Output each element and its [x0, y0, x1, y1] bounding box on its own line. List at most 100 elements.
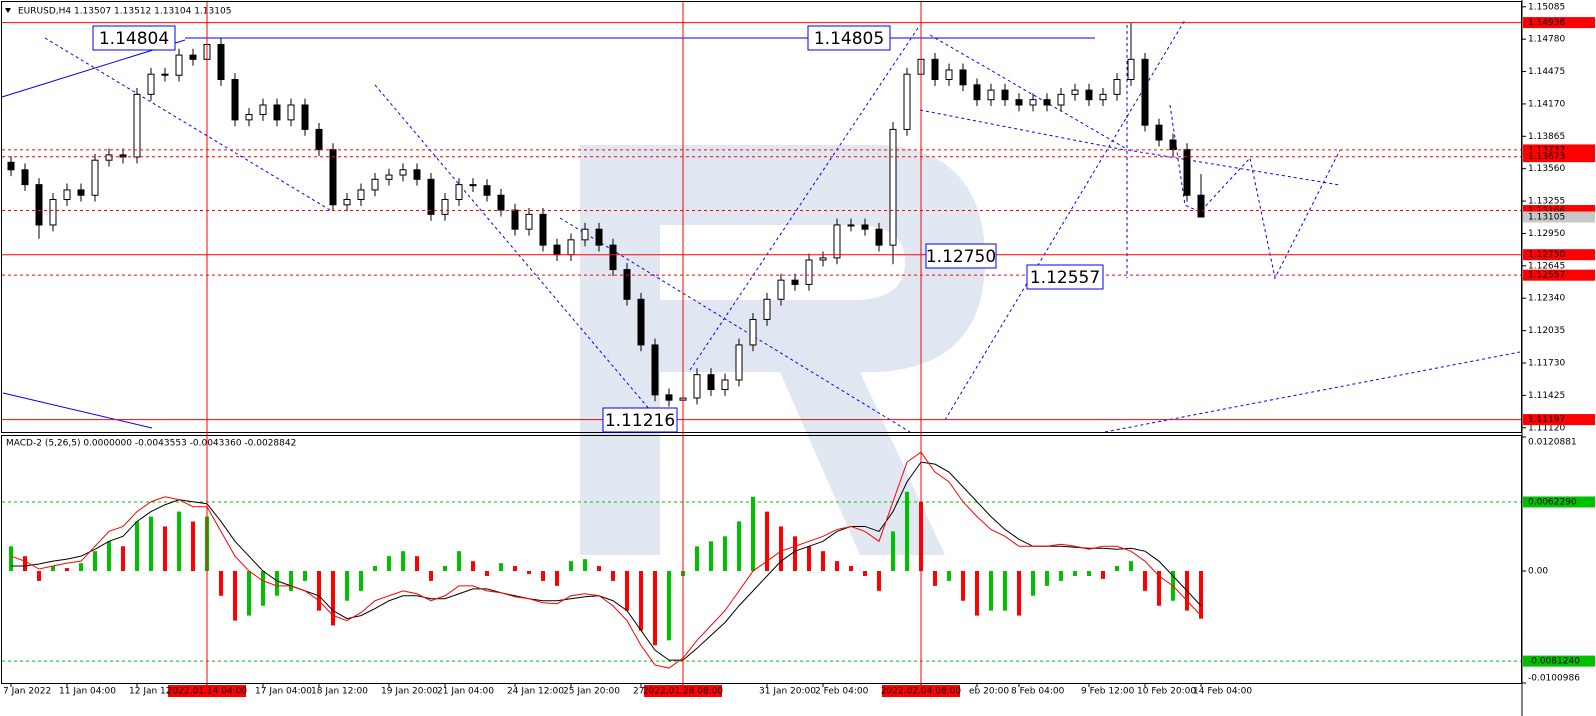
y-tick-label: 1.11730 [1528, 358, 1565, 368]
candle-body [1085, 89, 1093, 101]
candle-body [259, 104, 267, 116]
candle-body [903, 73, 911, 130]
histogram-bar [359, 571, 363, 591]
candle-body [707, 374, 715, 391]
histogram-bar [429, 571, 433, 581]
candle-body [721, 379, 729, 391]
histogram-bar [555, 571, 559, 586]
x-tick-label: 10 Feb 20:00 [1137, 687, 1196, 697]
level-tag [1523, 151, 1595, 163]
watermark-stem [580, 145, 660, 555]
x-tick-label: 21 Jan 04:00 [437, 687, 494, 697]
y-tick-label: 1.11425 [1528, 391, 1565, 401]
candle-body [497, 194, 505, 211]
histogram-bar [709, 541, 713, 572]
histogram-bar [751, 496, 755, 572]
trend-lines [1, 19, 1521, 433]
level-tag [1523, 144, 1595, 156]
histogram-bar [975, 571, 979, 616]
histogram-bar [93, 551, 97, 572]
annotation-label: 1.12750 [926, 247, 996, 267]
candle-body [567, 239, 575, 256]
histogram-bar [65, 568, 69, 572]
trend-line [2, 392, 153, 429]
x-tick-label: 2 Feb 04:00 [815, 687, 869, 697]
y-tick-label: 1.13560 [1528, 164, 1565, 174]
y-tick-label: 1.13865 [1528, 132, 1565, 142]
y-tick-label: 1.12950 [1528, 229, 1565, 239]
candle-body [63, 189, 71, 200]
annotation-label: 1.14805 [814, 29, 884, 49]
candle-body [987, 89, 995, 101]
x-tick-label: 18 Jan 12:00 [311, 687, 368, 697]
histogram-bar [961, 571, 965, 601]
candle-body [483, 185, 491, 196]
candle-body [819, 257, 827, 261]
candle-body [1113, 79, 1121, 95]
histogram-bar [345, 571, 349, 601]
candle-body [791, 279, 799, 285]
annotation-box [807, 25, 891, 51]
histogram-bar [737, 521, 741, 572]
histogram-bar [1031, 571, 1035, 596]
histogram-bar [793, 536, 797, 572]
x-tick-label: 12 Jan 12 [129, 687, 172, 697]
x-tick-label: 2022.01.14 04:00 [167, 687, 248, 697]
candle-body [581, 228, 589, 241]
level-label: 1.13737 [1528, 145, 1565, 155]
x-tick-label: 2022.02.04 08:00 [881, 687, 962, 697]
level-tag [1523, 211, 1595, 223]
candle-body [623, 269, 631, 300]
candle-body [133, 93, 141, 158]
candle-body [371, 178, 379, 191]
candle-body [287, 104, 295, 121]
candle-body [805, 259, 813, 285]
candle-body [539, 213, 547, 246]
menu-arrow [5, 8, 11, 13]
candle-body [693, 374, 701, 399]
histogram-bar [23, 556, 27, 572]
candle-body [245, 114, 253, 121]
level-label: 1.13105 [1528, 213, 1565, 223]
x-tick-label: 19 Jan 20:00 [381, 687, 438, 697]
candle-body [315, 128, 323, 151]
candle-body [973, 84, 981, 101]
histogram-bar [499, 563, 503, 572]
candle-body [455, 184, 463, 200]
watermark-leg [780, 372, 945, 555]
watermark [580, 145, 985, 555]
candle-body [273, 104, 281, 121]
level-tag [1523, 496, 1595, 508]
candle-body [553, 244, 561, 256]
level-label: 1.13166 [1528, 206, 1565, 216]
candle-body [511, 209, 519, 230]
histogram-bar [1157, 571, 1161, 606]
histogram-bar [905, 491, 909, 572]
histogram-bar [471, 561, 475, 572]
candle-body [1141, 58, 1149, 126]
level-tag [1523, 205, 1595, 217]
histogram-bar [121, 546, 125, 572]
histogram-bar [443, 566, 447, 572]
histogram-bar [1115, 566, 1119, 572]
histogram-bar [835, 561, 839, 572]
histogram-bar [1003, 571, 1007, 611]
macd-line [11, 461, 1202, 661]
histogram-bar [107, 541, 111, 572]
candle-body [1127, 58, 1135, 81]
candle-body [609, 244, 617, 271]
y-tick-label: 1.14780 [1528, 35, 1565, 45]
y-tick-label: 1.12645 [1528, 261, 1565, 271]
x-tick-label: 11 Jan 04:00 [59, 687, 116, 697]
level-tag [1523, 269, 1595, 281]
y-tick-label: 1.15085 [1528, 2, 1565, 12]
histogram-bar [457, 551, 461, 572]
histogram-bar [933, 571, 937, 586]
candle-body [441, 198, 449, 215]
y-tick-label: 1.12340 [1528, 294, 1565, 304]
x-tick-label: 7 Jan 2022 [3, 687, 51, 697]
macd-line [10, 451, 1202, 669]
candle-body [637, 298, 645, 346]
candle-body [217, 43, 225, 81]
level-tag [1523, 414, 1595, 426]
